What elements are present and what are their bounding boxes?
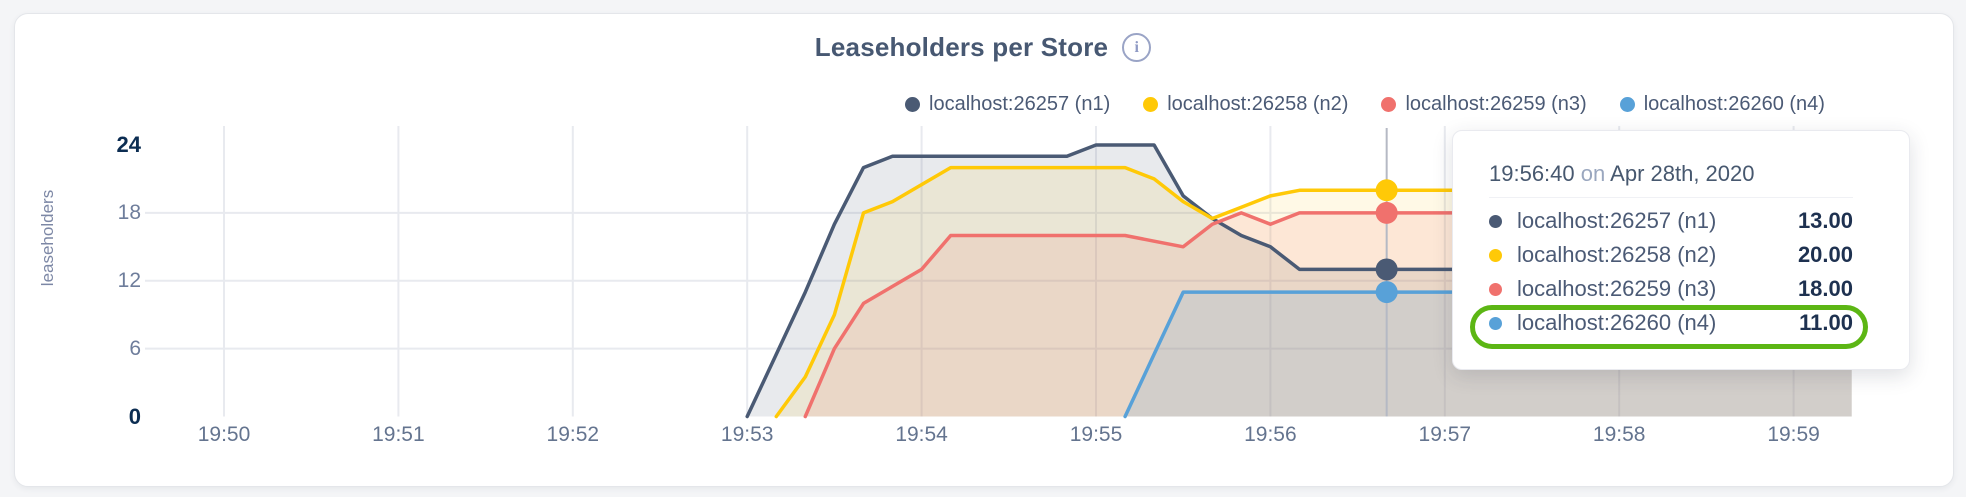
x-tick-label: 19:55 [1069, 423, 1123, 446]
hover-dot [1375, 179, 1398, 202]
legend-label: localhost:26257 (n1) [929, 93, 1111, 115]
legend-item-n2: localhost:26258 (n2) [1143, 93, 1348, 116]
series-dot-n1-icon [1489, 214, 1502, 228]
y-tick-label: 0 [128, 403, 141, 429]
y-tick-label: 18 [117, 200, 141, 224]
tooltip-time: 19:56:40 [1489, 161, 1575, 186]
info-icon[interactable]: i [1122, 33, 1152, 62]
chart-legend: localhost:26257 (n1) localhost:26258 (n2… [905, 93, 1825, 116]
tooltip-series-value: 18.00 [1797, 276, 1853, 301]
hover-dot [1375, 258, 1398, 281]
tooltip-series-name: localhost:26258 (n2) [1517, 242, 1717, 267]
legend-dot-n2-icon [1143, 97, 1159, 112]
y-tick-label: 6 [129, 336, 141, 360]
series-dot-n2-icon [1489, 248, 1502, 262]
x-tick-label: 19:54 [895, 423, 948, 446]
x-tick-label: 19:52 [546, 423, 600, 446]
tooltip-row: localhost:26258 (n2) 20.00 [1489, 238, 1853, 272]
tooltip-header: 19:56:40 on Apr 28th, 2020 [1489, 161, 1853, 198]
x-tick-label: 19:56 [1244, 423, 1297, 446]
x-tick-label: 19:57 [1418, 423, 1472, 446]
tooltip-on-word: on [1580, 161, 1606, 186]
tooltip-series-name: localhost:26259 (n3) [1517, 276, 1717, 301]
highlight-annotation-ring [1470, 305, 1868, 349]
legend-label: localhost:26260 (n4) [1643, 93, 1825, 115]
tooltip-row: localhost:26259 (n3) 18.00 [1489, 272, 1853, 306]
page-title: Leaseholders per Store [814, 32, 1109, 62]
hover-dot [1375, 201, 1398, 224]
x-tick-label: 19:50 [197, 423, 251, 446]
tooltip-series-name: localhost:26260 (n4) [1517, 310, 1717, 335]
legend-item-n1: localhost:26257 (n1) [905, 93, 1110, 116]
chart-header: Leaseholders per Store i [0, 32, 1966, 63]
legend-item-n4: localhost:26260 (n4) [1619, 93, 1825, 116]
hover-tooltip: 19:56:40 on Apr 28th, 2020 localhost:262… [1452, 130, 1910, 370]
x-tick-label: 19:59 [1767, 423, 1820, 446]
legend-dot-n4-icon [1619, 97, 1635, 112]
legend-dot-n3-icon [1381, 97, 1397, 112]
tooltip-series-value: 13.00 [1797, 208, 1853, 233]
legend-label: localhost:26259 (n3) [1405, 93, 1587, 115]
tooltip-row: localhost:26257 (n1) 13.00 [1489, 204, 1853, 238]
tooltip-date: Apr 28th, 2020 [1610, 161, 1755, 186]
y-axis-title: leaseholders [38, 189, 57, 287]
y-tick-label: 24 [116, 132, 141, 157]
y-tick-label: 12 [117, 268, 141, 292]
x-tick-label: 19:51 [372, 423, 425, 446]
x-tick-label: 19:53 [720, 423, 774, 446]
hover-dot [1375, 281, 1398, 304]
tooltip-series-name: localhost:26257 (n1) [1517, 208, 1717, 233]
tooltip-series-value: 20.00 [1797, 242, 1853, 267]
legend-label: localhost:26258 (n2) [1167, 93, 1349, 115]
legend-item-n3: localhost:26259 (n3) [1381, 93, 1587, 116]
x-tick-label: 19:58 [1592, 423, 1646, 446]
legend-dot-n1-icon [905, 97, 920, 112]
series-dot-n3-icon [1489, 282, 1502, 296]
